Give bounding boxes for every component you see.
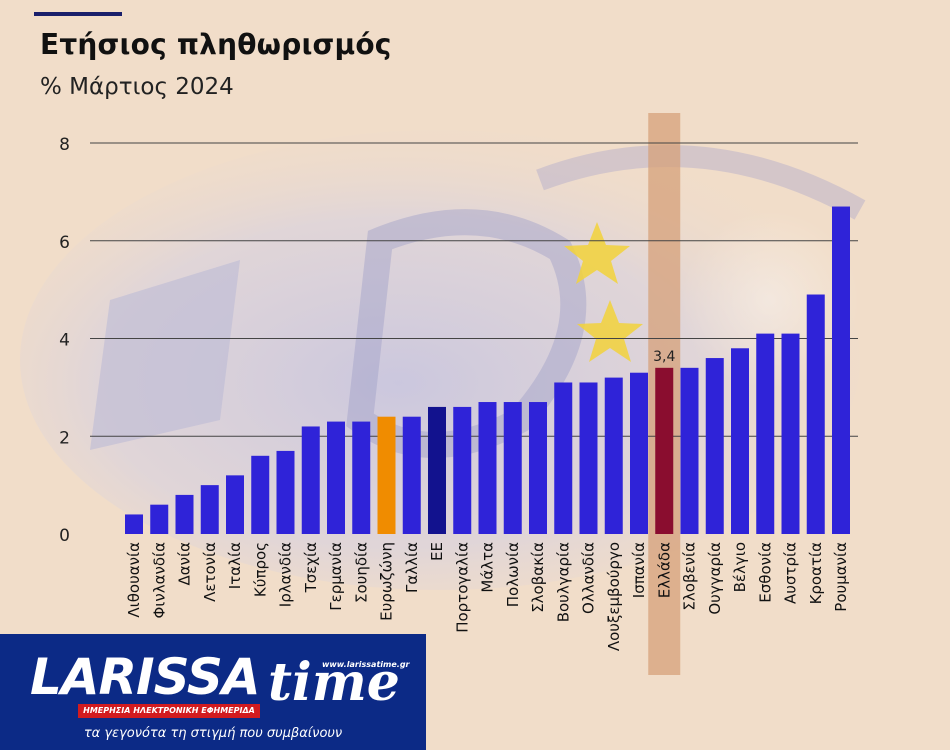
x-tick-label: Ιρλανδία	[277, 542, 295, 607]
y-tick-label: 0	[59, 526, 70, 546]
x-tick-label: Ρουμανία	[832, 542, 850, 612]
bar	[251, 455, 270, 534]
x-tick-label: Ιταλία	[226, 542, 244, 589]
x-tick-label: Τσεχία	[302, 542, 320, 594]
bar	[125, 514, 143, 534]
x-tick-label: ΕΕ	[428, 542, 446, 561]
bar	[705, 358, 724, 534]
y-tick-label: 2	[59, 428, 70, 448]
x-tick-label: Γαλλία	[403, 542, 421, 593]
logo-wordmark: LARISSA	[30, 648, 261, 706]
bar	[655, 367, 674, 534]
x-tick-label: Σλοβενία	[681, 542, 699, 611]
x-tick-label: Βέλγιο	[731, 542, 749, 592]
bar	[402, 416, 421, 534]
bar	[630, 372, 648, 534]
x-tick-label: Φινλανδία	[150, 542, 168, 619]
x-tick-label: Κύπρος	[251, 542, 269, 597]
larissatime-logo: LARISSA time www.larissatime.gr ΗΜΕΡΗΣΙΑ…	[0, 634, 426, 750]
bar	[503, 402, 522, 534]
top-rule	[34, 12, 122, 16]
bar	[579, 382, 598, 534]
x-tick-label: Ουγγαρία	[706, 542, 724, 615]
logo-tagline: τα γεγονότα τη στιγμή που συμβαίνουν	[83, 726, 343, 741]
bar	[428, 406, 446, 534]
bar	[453, 406, 472, 534]
bar	[276, 450, 295, 534]
x-tick-label: Δανία	[176, 542, 194, 586]
bar	[200, 485, 219, 534]
bar	[226, 475, 244, 534]
bar	[175, 494, 194, 534]
bar	[806, 294, 825, 534]
bar	[832, 206, 850, 534]
logo-url: www.larissatime.gr	[322, 660, 410, 669]
bar	[150, 504, 169, 534]
x-tick-label: Κροατία	[807, 542, 825, 605]
x-tick-label: Βουλγαρία	[554, 542, 572, 622]
bar	[756, 333, 775, 534]
logo-strip: ΗΜΕΡΗΣΙΑ ΗΛΕΚΤΡΟΝΙΚΗ ΕΦΗΜΕΡΙΔΑ	[78, 704, 260, 718]
bar	[731, 348, 749, 534]
x-tick-label: Λετονία	[201, 542, 219, 602]
bar	[352, 421, 371, 534]
y-tick-label: 8	[59, 135, 70, 155]
bar	[604, 377, 623, 534]
bar	[781, 333, 800, 534]
bar	[680, 367, 699, 534]
chart-subtitle: % Μάρτιος 2024	[40, 74, 234, 100]
bar	[377, 416, 396, 534]
x-tick-label: Ολλανδία	[580, 542, 598, 614]
bar	[327, 421, 345, 534]
bar	[554, 382, 573, 534]
x-tick-label: Πορτογαλία	[453, 542, 471, 633]
bar	[529, 402, 547, 534]
x-tick-label: Ευρωζώνη	[378, 542, 396, 621]
star-icon	[577, 300, 643, 362]
data-label: 3,4	[653, 349, 675, 365]
x-tick-label: Αυστρία	[782, 542, 800, 604]
x-tick-label: Λιθουανία	[125, 542, 143, 618]
x-tick-label: Γερμανία	[327, 542, 345, 611]
x-tick-label: Ισπανία	[630, 542, 648, 598]
bar	[478, 402, 497, 534]
y-tick-label: 4	[59, 331, 70, 351]
x-tick-label: Ελλάδα	[655, 542, 673, 598]
x-tick-label: Λουξεμβούργο	[605, 542, 623, 651]
star-icon	[564, 222, 630, 284]
logo-wordmark-suffix: time	[268, 652, 400, 713]
x-tick-label: Πολωνία	[504, 542, 522, 607]
x-tick-label: Σουηδία	[352, 542, 370, 603]
x-tick-label: Σλοβακία	[529, 542, 547, 613]
x-tick-label: Μάλτα	[479, 542, 497, 593]
y-tick-label: 6	[59, 233, 70, 253]
bar	[301, 426, 320, 534]
x-tick-label: Εσθονία	[756, 542, 774, 603]
chart-title: Ετήσιος πληθωρισμός	[40, 28, 392, 61]
